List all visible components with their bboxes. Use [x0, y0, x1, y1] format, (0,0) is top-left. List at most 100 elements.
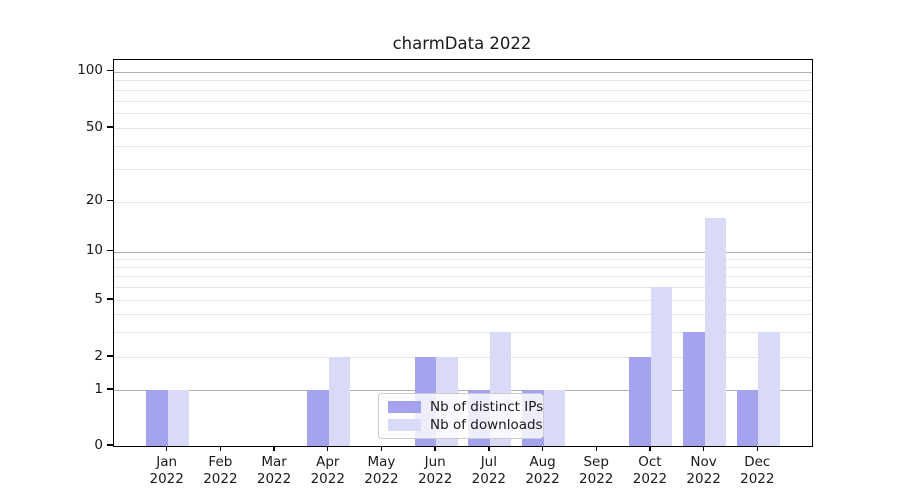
minor-gridline [114, 113, 812, 115]
y-tick-label: 100 [77, 62, 103, 78]
x-tick-label: Jul 2022 [454, 454, 524, 489]
x-tick-label: Oct 2022 [615, 454, 685, 489]
x-tick-mark [595, 446, 597, 452]
x-tick-mark [219, 446, 222, 452]
legend: Nb of distinct IPs Nb of downloads [378, 393, 544, 439]
major-gridline [114, 390, 812, 391]
x-tick-year: 2022 [364, 471, 399, 488]
x-tick-mark [327, 446, 329, 452]
y-tick-label: 20 [85, 192, 103, 208]
minor-gridline [114, 145, 812, 147]
x-tick-mark [702, 446, 705, 452]
x-tick-label: Jun 2022 [400, 454, 470, 489]
bar-nb-of-downloads-oct [650, 287, 673, 446]
bar-nb-of-downloads-dec [758, 331, 780, 446]
x-tick-mark [756, 446, 758, 452]
y-tick-label: 50 [85, 118, 103, 135]
y-tick-label: 10 [85, 242, 103, 258]
x-tick-month: Mar [261, 454, 287, 470]
x-tick-label: Apr 2022 [293, 454, 363, 489]
x-tick-year: 2022 [149, 471, 184, 488]
legend-label-distinct-ips: Nb of distinct IPs [430, 399, 544, 415]
x-tick-month: Feb [208, 454, 233, 470]
major-gridline [114, 71, 812, 73]
x-tick-month: Dec [744, 454, 771, 470]
y-tick-label: 5 [94, 290, 103, 307]
x-tick-label: May 2022 [346, 454, 416, 489]
legend-label-downloads: Nb of downloads [430, 417, 543, 433]
x-tick-label: Dec 2022 [722, 454, 792, 489]
minor-gridline [114, 313, 812, 315]
x-tick-label: Aug 2022 [508, 454, 578, 489]
x-tick-month: May [367, 454, 396, 470]
x-tick-year: 2022 [471, 471, 507, 488]
minor-gridline [114, 201, 812, 203]
x-tick-year: 2022 [579, 471, 614, 488]
x-tick-label: Mar 2022 [239, 454, 309, 489]
x-tick-mark [165, 446, 168, 452]
x-tick-label: Jan 2022 [132, 454, 202, 489]
x-tick-label: Sep 2022 [561, 454, 631, 489]
major-gridline [114, 251, 812, 253]
x-tick-mark [649, 446, 651, 452]
y-tick-mark [107, 444, 113, 446]
minor-gridline [114, 331, 812, 333]
legend-swatch-downloads-icon [388, 419, 421, 431]
y-tick-mark [107, 69, 113, 72]
minor-gridline [114, 258, 812, 260]
minor-gridline [114, 357, 812, 358]
x-tick-mark [380, 446, 383, 452]
bar-nb-of-downloads-nov [704, 217, 727, 446]
y-tick-label: 0 [94, 436, 103, 453]
bar-nb-of-distinct-ips-apr [307, 390, 329, 446]
x-tick-mark [273, 446, 275, 452]
x-tick-month: Nov [690, 454, 717, 470]
bar-nb-of-downloads-jan [167, 390, 190, 446]
x-tick-year: 2022 [203, 471, 238, 488]
x-tick-year: 2022 [686, 471, 721, 488]
minor-gridline [114, 128, 812, 129]
x-tick-month: Aug [529, 454, 556, 470]
bar-nb-of-distinct-ips-oct [629, 357, 651, 446]
x-tick-month: Jul [480, 454, 497, 470]
y-tick-mark [107, 355, 113, 357]
x-tick-month: Oct [638, 454, 662, 470]
minor-gridline [114, 276, 812, 278]
legend-swatch-distinct-ips-icon [388, 401, 421, 413]
y-tick-mark [107, 298, 113, 300]
bar-nb-of-distinct-ips-nov [683, 331, 705, 446]
legend-item-downloads: Nb of downloads [388, 417, 543, 433]
minor-gridline [114, 300, 812, 301]
minor-gridline [114, 80, 812, 82]
minor-gridline [114, 168, 812, 170]
plot-area: Nb of distinct IPs Nb of downloads [113, 59, 813, 447]
bar-nb-of-distinct-ips-jan [146, 390, 168, 446]
bar-nb-of-distinct-ips-dec [736, 390, 759, 446]
x-tick-year: 2022 [256, 471, 292, 488]
legend-item-distinct-ips: Nb of distinct IPs [388, 399, 543, 415]
bar-nb-of-downloads-apr [328, 357, 351, 446]
y-tick-label: 2 [94, 347, 103, 364]
minor-gridline [114, 267, 812, 269]
x-tick-month: Sep [583, 454, 609, 470]
minor-gridline [114, 287, 812, 289]
x-tick-year: 2022 [310, 471, 345, 488]
x-tick-year: 2022 [632, 471, 668, 488]
x-tick-month: Jun [424, 454, 446, 470]
y-tick-mark [107, 199, 113, 202]
x-tick-year: 2022 [417, 471, 453, 488]
x-tick-mark [488, 446, 490, 452]
x-tick-mark [541, 446, 544, 452]
x-tick-label: Nov 2022 [669, 454, 739, 489]
minor-gridline [114, 89, 812, 91]
y-tick-mark [107, 126, 113, 128]
x-tick-year: 2022 [740, 471, 775, 488]
chart-title: charmData 2022 [392, 34, 532, 53]
y-tick-label: 1 [94, 380, 103, 397]
x-tick-year: 2022 [525, 471, 560, 488]
x-tick-month: Jan [156, 454, 178, 470]
x-tick-month: Apr [316, 454, 340, 470]
x-tick-mark [434, 446, 436, 452]
x-tick-label: Feb 2022 [185, 454, 255, 489]
